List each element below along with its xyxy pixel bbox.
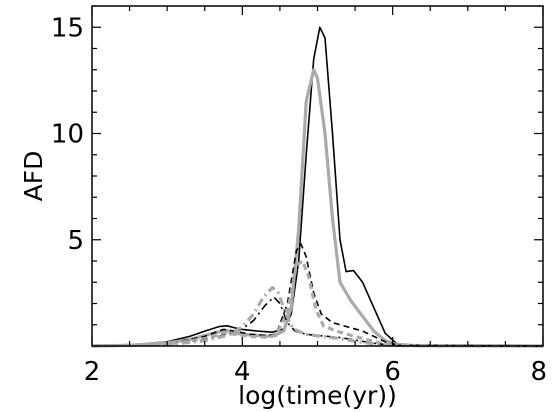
x-tick-label-8: 8 (530, 357, 547, 387)
ticks: 2 4 6 8 5 10 15 (51, 5, 547, 387)
series-line-6-dashdot (91, 286, 544, 348)
y-tick-label-5: 5 (67, 226, 84, 256)
series-line-4-dashed (91, 259, 544, 348)
y-tick-label-15: 15 (51, 13, 84, 43)
plot-lines (91, 26, 544, 348)
y-axis-label: AFD (19, 151, 48, 202)
y-tick-label-10: 10 (51, 120, 84, 150)
series-line-1-solid (91, 26, 544, 347)
x-tick-label-4: 4 (234, 357, 251, 387)
series-line-2-solid (91, 68, 544, 348)
x-axis-label: log(time(yr)) (238, 381, 397, 410)
x-tick-label-2: 2 (84, 357, 101, 387)
series-line-3-dashed (91, 243, 544, 347)
x-tick-label-6: 6 (384, 357, 401, 387)
plot-frame (91, 5, 544, 347)
